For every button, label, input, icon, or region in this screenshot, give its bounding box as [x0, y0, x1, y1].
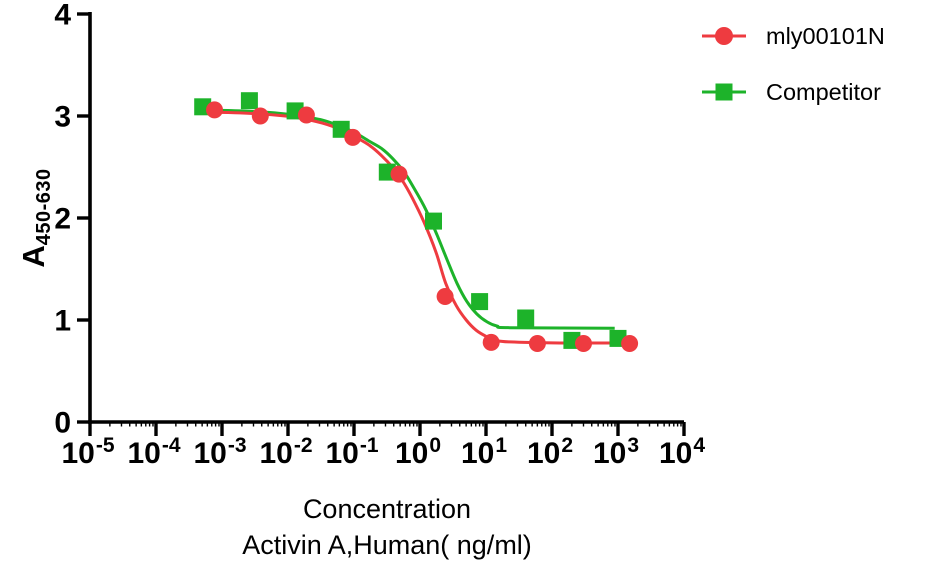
mly00101N-data-point — [621, 335, 639, 352]
x-tick-label: 103 — [593, 434, 639, 470]
x-tick-label: 10-5 — [61, 434, 114, 470]
mly00101N-data-point — [528, 335, 546, 352]
x-tick-label: 10-3 — [193, 434, 246, 470]
competitor-fit-curve — [198, 108, 615, 330]
y-tick-label: 3 — [54, 101, 71, 134]
legend-item-mly00101N: mly00101N — [700, 14, 885, 58]
legend-circle-marker-icon — [702, 27, 746, 45]
y-tick-label: 0 — [54, 407, 71, 440]
mly00101N-data-point — [344, 128, 362, 146]
x-axis-title-line2: Activin A,Human( ng/ml) — [242, 530, 532, 560]
legend-item-competitor: Competitor — [700, 70, 885, 114]
y-axis-title-base: A — [16, 245, 51, 268]
x-axis-title-line1: Concentration — [302, 494, 472, 524]
legend: mly00101N Competitor — [700, 14, 885, 126]
competitor-data-point — [425, 212, 442, 230]
x-tick-label: 102 — [527, 434, 573, 470]
legend-label-competitor: Competitor — [766, 78, 881, 105]
y-tick-label: 2 — [54, 203, 71, 236]
x-tick-label: 104 — [659, 434, 705, 470]
y-axis-title: A 450-630 — [16, 118, 60, 318]
x-tick-label: 10-2 — [259, 434, 312, 470]
mly00101N-data-point — [251, 107, 269, 125]
competitor-data-point — [240, 92, 258, 110]
y-axis-title-subscript: 450-630 — [33, 168, 55, 246]
legend-label-mly00101N: mly00101N — [766, 22, 885, 49]
mly00101N-fit-curve — [198, 110, 630, 345]
mly00101N-data-point — [575, 335, 592, 352]
competitor-data-point — [471, 293, 489, 311]
competitor-data-point — [517, 309, 535, 327]
mly00101N-data-point — [390, 165, 408, 183]
x-tick-label: 101 — [461, 434, 507, 470]
x-tick-label: 10-1 — [325, 434, 378, 470]
y-tick-label: 1 — [54, 305, 71, 338]
x-tick-label: 10-4 — [127, 434, 180, 470]
mly00101N-data-point — [206, 101, 223, 119]
mly00101N-data-point — [297, 106, 315, 124]
legend-square-marker-icon — [702, 83, 746, 101]
y-tick-label: 4 — [54, 0, 71, 32]
mly00101N-data-point — [436, 288, 454, 305]
x-tick-label: 100 — [395, 434, 441, 470]
mly00101N-data-point — [482, 333, 500, 351]
